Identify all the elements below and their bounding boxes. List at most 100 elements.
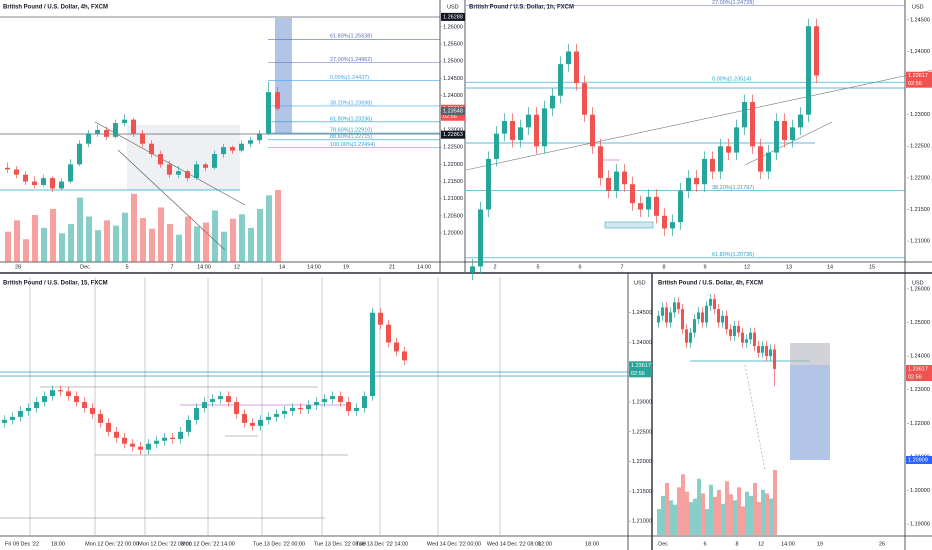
fib-label: 61.80%(1.25638) <box>330 34 372 40</box>
candle-body <box>526 114 531 128</box>
volume-bar <box>681 474 685 535</box>
candle-body <box>282 410 287 414</box>
volume-bar <box>194 226 200 262</box>
candle-body <box>274 413 279 417</box>
position-box <box>790 343 830 365</box>
y-tick-label: 1.26000 <box>443 24 463 30</box>
x-tick-label: Fri 09 Dec '22 <box>5 541 39 547</box>
volume-bar <box>158 207 164 262</box>
candle-body <box>354 407 359 411</box>
position-box <box>275 18 292 133</box>
volume-bar <box>669 500 673 535</box>
fib-label: 27.00%(1.24962) <box>330 57 372 63</box>
volume-bar <box>705 509 709 535</box>
candle-body <box>705 305 708 323</box>
volume-bar <box>176 234 182 262</box>
x-tick-label: 18:00 <box>585 541 599 547</box>
candle-body <box>630 184 635 204</box>
x-tick-label: 19 <box>817 541 823 547</box>
candle-body <box>657 315 660 323</box>
volume-bar <box>689 502 693 535</box>
fib-label: 88.60%(1.22715) <box>330 134 372 140</box>
price-tag <box>441 130 465 139</box>
volume-bar <box>104 220 110 262</box>
candle-body <box>221 147 226 155</box>
candle-body <box>362 396 367 408</box>
y-tick-label: 1.21500 <box>910 207 930 213</box>
candle-body <box>510 121 515 140</box>
x-tick-label: 12 <box>234 264 240 270</box>
y-tick-label: 1.25500 <box>443 41 463 47</box>
volume-bar <box>729 494 733 535</box>
candle-body <box>194 407 199 420</box>
y-tick-label: 1.22500 <box>632 429 652 435</box>
x-tick-label: 12 <box>758 541 764 547</box>
candle-body <box>701 312 704 323</box>
y-tick-label: 1.24500 <box>443 76 463 82</box>
candle-body <box>718 146 723 172</box>
candle-body <box>486 158 491 210</box>
fib-label: 38.20%(1.23698) <box>330 100 372 106</box>
fib-label: 100.00%(1.22494) <box>330 142 375 148</box>
candle-body <box>534 114 539 147</box>
candle-body <box>673 302 676 313</box>
x-tick-label: 19 <box>343 264 349 270</box>
volume-bar <box>713 496 717 535</box>
volume-bar <box>248 227 254 262</box>
candle-body <box>689 332 692 343</box>
candle-body <box>774 121 779 153</box>
y-tick-label: 1.20000 <box>443 231 463 237</box>
candle-body <box>18 410 23 417</box>
candle-body <box>162 437 167 441</box>
volume-bar <box>661 496 665 535</box>
candle-body <box>814 26 819 76</box>
candle-body <box>203 164 208 168</box>
x-tick-label: 12:00 <box>538 541 552 547</box>
currency-label: USD <box>634 280 646 286</box>
candle-body <box>2 419 7 423</box>
candle-body <box>378 312 383 325</box>
x-tick-label: 14:00 <box>307 264 321 270</box>
session-lines <box>29 277 501 535</box>
candle-body <box>74 396 79 403</box>
candle-body <box>68 164 73 182</box>
x-tick-label: 14 <box>279 264 285 270</box>
x-tick-label: 12 <box>744 264 750 270</box>
volume-bar <box>185 216 191 262</box>
candle-body <box>146 443 151 450</box>
candle-body <box>686 177 691 191</box>
candle-body <box>654 196 659 216</box>
candle-body <box>346 402 351 411</box>
trend-line <box>94 121 246 206</box>
countdown-label: 02:56 <box>908 374 922 380</box>
currency-label: USD <box>912 4 924 10</box>
candle-body <box>250 422 255 426</box>
candle-body <box>598 146 603 178</box>
y-tick-label: 1.25000 <box>910 320 930 326</box>
chart-title: British Pound / U.S. Dollar, 4h, FXCM <box>3 5 108 11</box>
candle-body <box>790 127 795 140</box>
x-tick-label: Wed 14 Dec '22 08:00 <box>487 541 541 547</box>
candle-body <box>306 405 311 410</box>
y-tick-label: 1.19000 <box>910 522 930 528</box>
candle-body <box>726 146 731 153</box>
candle-body <box>713 299 716 310</box>
fib-label: 0.00%(1.23514) <box>712 77 751 83</box>
volume-bar <box>266 195 272 262</box>
candle-body <box>661 307 664 316</box>
candle-body <box>77 143 82 165</box>
x-tick-label: Mon 12 Dec '22 08:00 <box>138 541 192 547</box>
candle-body <box>242 413 247 423</box>
candle-body <box>113 123 118 137</box>
volume-bar <box>665 483 669 535</box>
fib-label: 0.00%(1.24437) <box>330 75 369 81</box>
volume-bar <box>239 214 245 262</box>
candle-body <box>470 266 475 273</box>
range-box <box>604 221 654 229</box>
volume-bar <box>721 503 725 535</box>
candle-body <box>542 108 547 147</box>
candle-body <box>678 190 683 223</box>
candle-body <box>90 407 95 414</box>
candle-body <box>677 302 680 310</box>
